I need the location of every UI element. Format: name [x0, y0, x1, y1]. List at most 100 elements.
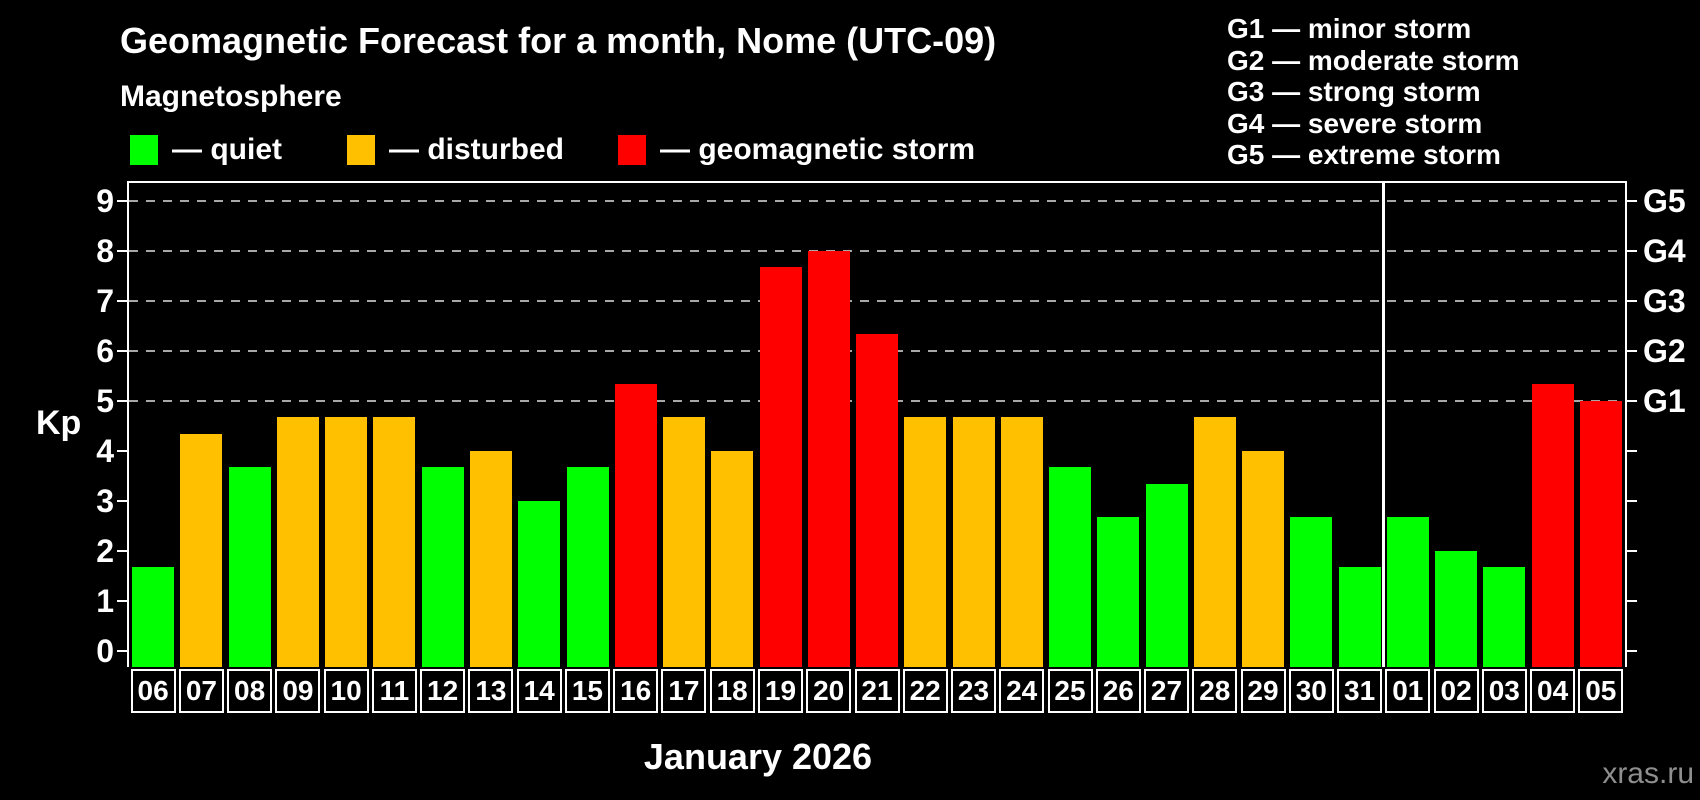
kp-bar-20	[807, 251, 850, 667]
quiet-color-swatch	[130, 135, 158, 165]
day-box-16: 16	[613, 669, 659, 713]
month-separator	[1382, 183, 1386, 667]
legend-item-disturbed: — disturbed	[347, 133, 565, 166]
kp-bar-23	[952, 417, 995, 667]
y-axis-label-7: 7	[96, 283, 114, 319]
kp-bar-09	[276, 417, 319, 667]
gridline-kp-7	[129, 300, 1625, 302]
kp-bar-25	[1049, 467, 1091, 667]
kp-bar-13	[469, 451, 512, 667]
kp-bar-10	[325, 417, 368, 667]
plot-border	[127, 181, 1627, 667]
g-scale-label-G1: G1	[1643, 383, 1686, 419]
g-scale-legend-line-5: G5 — extreme storm	[1227, 139, 1501, 171]
chart-subtitle: Magnetosphere	[120, 80, 342, 113]
legend-label-storm: — geomagnetic storm	[660, 133, 976, 166]
day-box-14: 14	[516, 669, 562, 713]
g-scale-legend-line-3: G3 — strong storm	[1227, 76, 1481, 108]
kp-bar-18	[711, 451, 754, 667]
day-box-31: 31	[1337, 669, 1383, 713]
kp-bar-12	[421, 467, 464, 667]
day-box-27: 27	[1144, 669, 1189, 713]
g-scale-label-G2: G2	[1643, 333, 1686, 369]
day-box-22: 22	[902, 669, 948, 713]
legend-label-quiet: — quiet	[172, 133, 282, 166]
day-box-19: 19	[758, 669, 803, 713]
kp-bar-06	[132, 567, 175, 667]
kp-bar-08	[228, 467, 271, 667]
day-box-30: 30	[1288, 669, 1334, 713]
x-axis-title: January 2026	[643, 736, 873, 777]
g-scale-label-G5: G5	[1643, 183, 1686, 219]
y-axis-label-8: 8	[96, 233, 114, 269]
legend-item-storm: — geomagnetic storm	[618, 133, 976, 166]
day-box-06: 06	[130, 669, 176, 713]
day-box-08: 08	[227, 669, 273, 713]
day-box-23: 23	[951, 669, 996, 713]
storm-color-swatch	[618, 135, 646, 165]
day-box-09: 09	[275, 669, 321, 713]
day-box-13: 13	[468, 669, 514, 713]
kp-bar-05	[1579, 401, 1622, 667]
kp-bar-02	[1435, 551, 1478, 667]
day-box-01: 01	[1385, 669, 1431, 713]
day-box-28: 28	[1192, 669, 1238, 713]
day-box-18: 18	[709, 669, 755, 713]
kp-bar-03	[1483, 567, 1526, 667]
day-box-10: 10	[323, 669, 369, 713]
legend-label-disturbed: — disturbed	[389, 133, 565, 166]
kp-bar-19	[759, 267, 802, 667]
disturbed-color-swatch	[347, 135, 375, 165]
gridline-kp-9	[129, 200, 1625, 202]
day-box-02: 02	[1433, 669, 1479, 713]
y-axis-label-6: 6	[96, 333, 114, 369]
kp-bar-14	[518, 501, 561, 667]
day-box-03: 03	[1481, 669, 1527, 713]
day-box-05: 05	[1578, 669, 1624, 713]
day-box-21: 21	[854, 669, 900, 713]
day-box-07: 07	[178, 669, 224, 713]
y-axis-label-0: 0	[96, 633, 114, 669]
day-box-04: 04	[1530, 669, 1576, 713]
g-scale-legend-line-2: G2 — moderate storm	[1227, 44, 1520, 76]
day-box-25: 25	[1047, 669, 1093, 713]
kp-bar-04	[1531, 384, 1574, 667]
day-box-17: 17	[661, 669, 707, 713]
kp-bar-11	[373, 417, 416, 667]
g-scale-legend: G1 — minor storm G2 — moderate storm G3 …	[1227, 13, 1520, 171]
day-box-26: 26	[1095, 669, 1141, 713]
kp-bar-31	[1338, 567, 1381, 667]
kp-bar-26	[1097, 517, 1140, 667]
kp-bar-22	[904, 417, 947, 667]
gridline-kp-8	[129, 250, 1625, 252]
kp-bar-01	[1386, 517, 1429, 667]
kp-bar-24	[1000, 417, 1043, 667]
day-box-15: 15	[564, 669, 610, 713]
page-title: Geomagnetic Forecast for a month, Nome (…	[120, 20, 997, 61]
kp-bar-28	[1193, 417, 1236, 667]
g-scale-legend-line-4: G4 — severe storm	[1227, 107, 1483, 139]
kp-bar-30	[1290, 517, 1333, 667]
kp-bar-17	[663, 417, 705, 667]
kp-bar-07	[180, 434, 223, 667]
g-scale-label-G4: G4	[1643, 233, 1686, 269]
g-scale-legend-line-1: G1 — minor storm	[1227, 13, 1472, 44]
watermark: xras.ru	[1602, 757, 1694, 790]
kp-bar-29	[1242, 451, 1285, 667]
legend-item-quiet: — quiet	[130, 133, 282, 166]
plot-area	[129, 183, 1625, 667]
y-axis-label-3: 3	[96, 483, 114, 519]
day-box-20: 20	[806, 669, 852, 713]
day-box-12: 12	[420, 669, 466, 713]
day-box-24: 24	[999, 669, 1045, 713]
kp-bar-16	[614, 384, 657, 667]
day-box-29: 29	[1240, 669, 1286, 713]
g-scale-label-G3: G3	[1643, 283, 1686, 319]
day-box-11: 11	[371, 669, 417, 713]
y-axis-label-9: 9	[96, 183, 114, 219]
kp-bar-15	[566, 467, 609, 667]
y-axis-title: Kp	[36, 404, 82, 442]
kp-bar-27	[1145, 484, 1188, 667]
y-axis-label-2: 2	[96, 533, 114, 569]
y-axis-label-1: 1	[96, 583, 114, 619]
